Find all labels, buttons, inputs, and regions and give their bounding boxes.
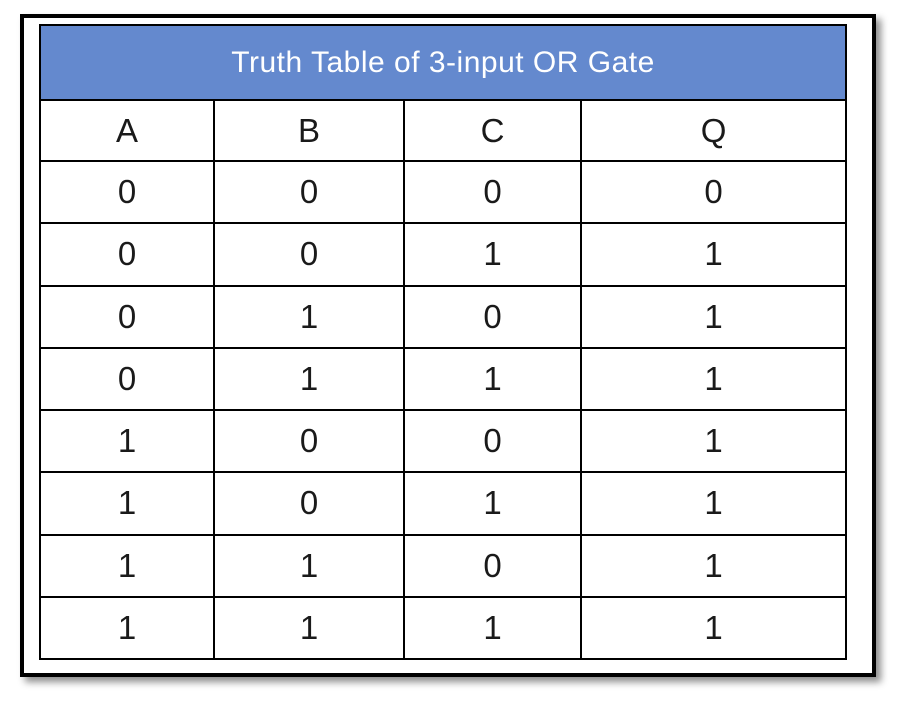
table-cell: 1: [403, 346, 582, 412]
table-cell: 1: [579, 222, 848, 287]
table-cell: 0: [39, 284, 215, 349]
table-cell: 1: [579, 346, 848, 412]
table-row: 0 1 0 1: [39, 284, 848, 349]
table-cell: 0: [403, 159, 582, 225]
table-cell: 0: [213, 159, 405, 225]
table-cell: 0: [403, 533, 582, 598]
table-cell: 1: [213, 284, 405, 349]
table-cell: 0: [213, 408, 405, 474]
table-row: 1 1 0 1: [39, 533, 848, 598]
table-cell: 0: [213, 471, 405, 536]
column-header-b: B: [213, 99, 405, 162]
table-row: 0 0 1 1: [39, 222, 848, 287]
table-row: 0 0 0 0: [39, 159, 848, 225]
table-row: 1 0 1 1: [39, 471, 848, 536]
table-cell: 1: [213, 346, 405, 412]
table-cell: 1: [403, 471, 582, 536]
table-cell: 0: [39, 222, 215, 287]
column-header-row: A B C Q: [39, 99, 848, 162]
column-header-c: C: [403, 99, 582, 162]
table-cell: 1: [579, 471, 848, 536]
title-row: Truth Table of 3-input OR Gate: [38, 24, 848, 101]
table-row: 1 0 0 1: [39, 408, 848, 474]
column-header-q: Q: [579, 99, 848, 162]
table-cell: 0: [403, 284, 582, 349]
table-cell: 1: [213, 533, 405, 598]
table-cell: 1: [213, 595, 405, 661]
figure-frame: Truth Table of 3-input OR Gate A B C Q 0…: [20, 14, 876, 677]
table-cell: 0: [579, 159, 848, 225]
table-cell: 0: [403, 408, 582, 474]
table-cell: 1: [39, 533, 215, 598]
table-cell: 0: [39, 159, 215, 225]
table-title: Truth Table of 3-input OR Gate: [38, 24, 848, 101]
table-cell: 1: [39, 595, 215, 661]
table-row: 1 1 1 1: [39, 595, 848, 661]
column-header-a: A: [39, 99, 215, 162]
table-cell: 1: [579, 533, 848, 598]
table-cell: 1: [403, 595, 582, 661]
table-cell: 1: [579, 408, 848, 474]
table-cell: 1: [403, 222, 582, 287]
table-cell: 0: [213, 222, 405, 287]
table-cell: 1: [39, 408, 215, 474]
table-cell: 1: [579, 284, 848, 349]
table-cell: 1: [39, 471, 215, 536]
truth-table: Truth Table of 3-input OR Gate A B C Q 0…: [38, 24, 848, 661]
table-cell: 1: [579, 595, 848, 661]
table-row: 0 1 1 1: [39, 346, 848, 412]
table-cell: 0: [39, 346, 215, 412]
